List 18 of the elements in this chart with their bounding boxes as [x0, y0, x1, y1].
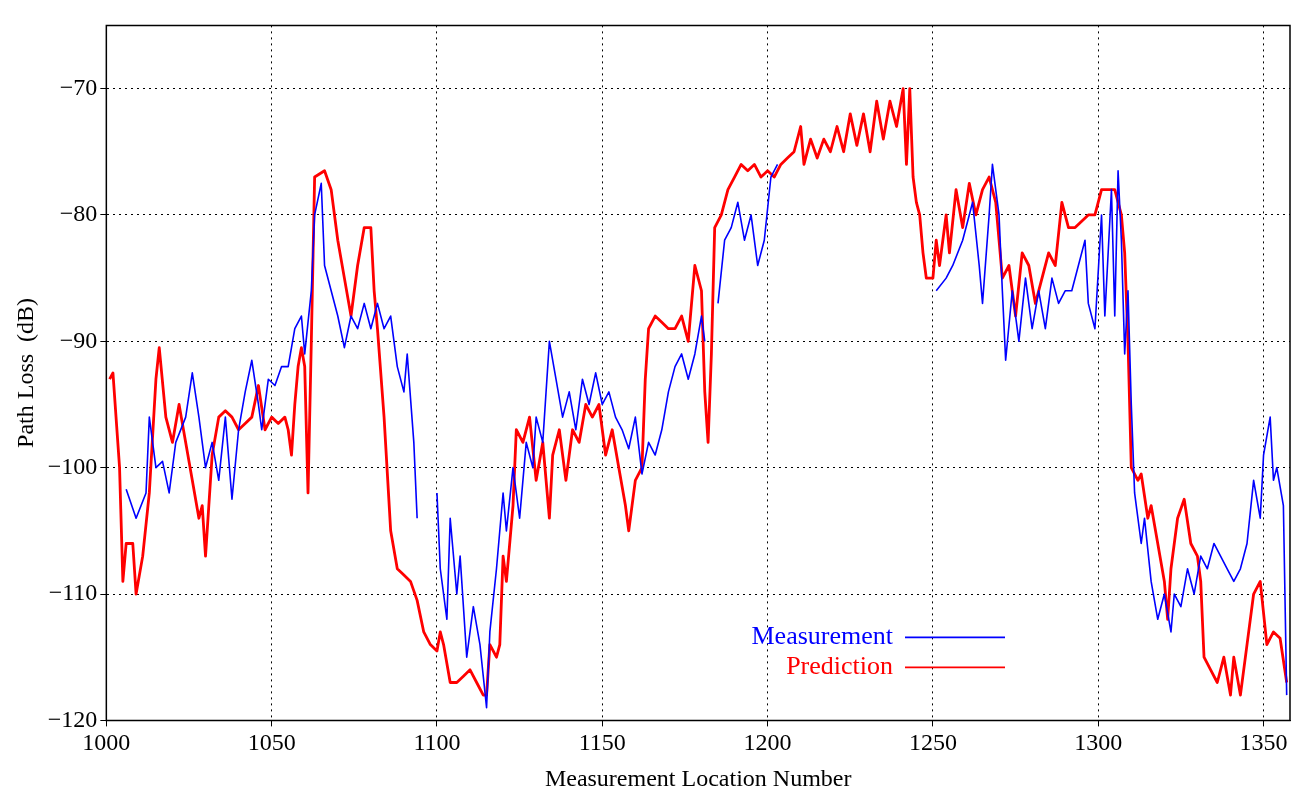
x-tick-label: 1200 — [743, 729, 792, 756]
x-tick-label: 1150 — [578, 729, 626, 756]
y-tick-label: −90 — [59, 326, 98, 353]
x-tick-label: 1050 — [247, 729, 296, 756]
x-tick-label: 1250 — [908, 729, 957, 756]
x-tick-label: 1300 — [1074, 729, 1123, 756]
legend-label: Prediction — [786, 651, 893, 681]
x-axis-title: Measurement Location Number — [544, 764, 852, 791]
y-tick-label: −100 — [47, 452, 98, 479]
x-tick-label: 1350 — [1239, 729, 1288, 756]
legend-label: Measurement — [751, 621, 894, 651]
x-tick-label: 1000 — [82, 729, 131, 756]
y-tick-label: −70 — [59, 73, 98, 100]
x-tick-label: 1100 — [413, 729, 461, 756]
y-tick-label: −120 — [47, 705, 98, 732]
y-axis-title: Path Loss (dB) — [11, 297, 38, 448]
y-tick-label: −110 — [48, 579, 98, 606]
y-tick-label: −80 — [59, 200, 98, 227]
